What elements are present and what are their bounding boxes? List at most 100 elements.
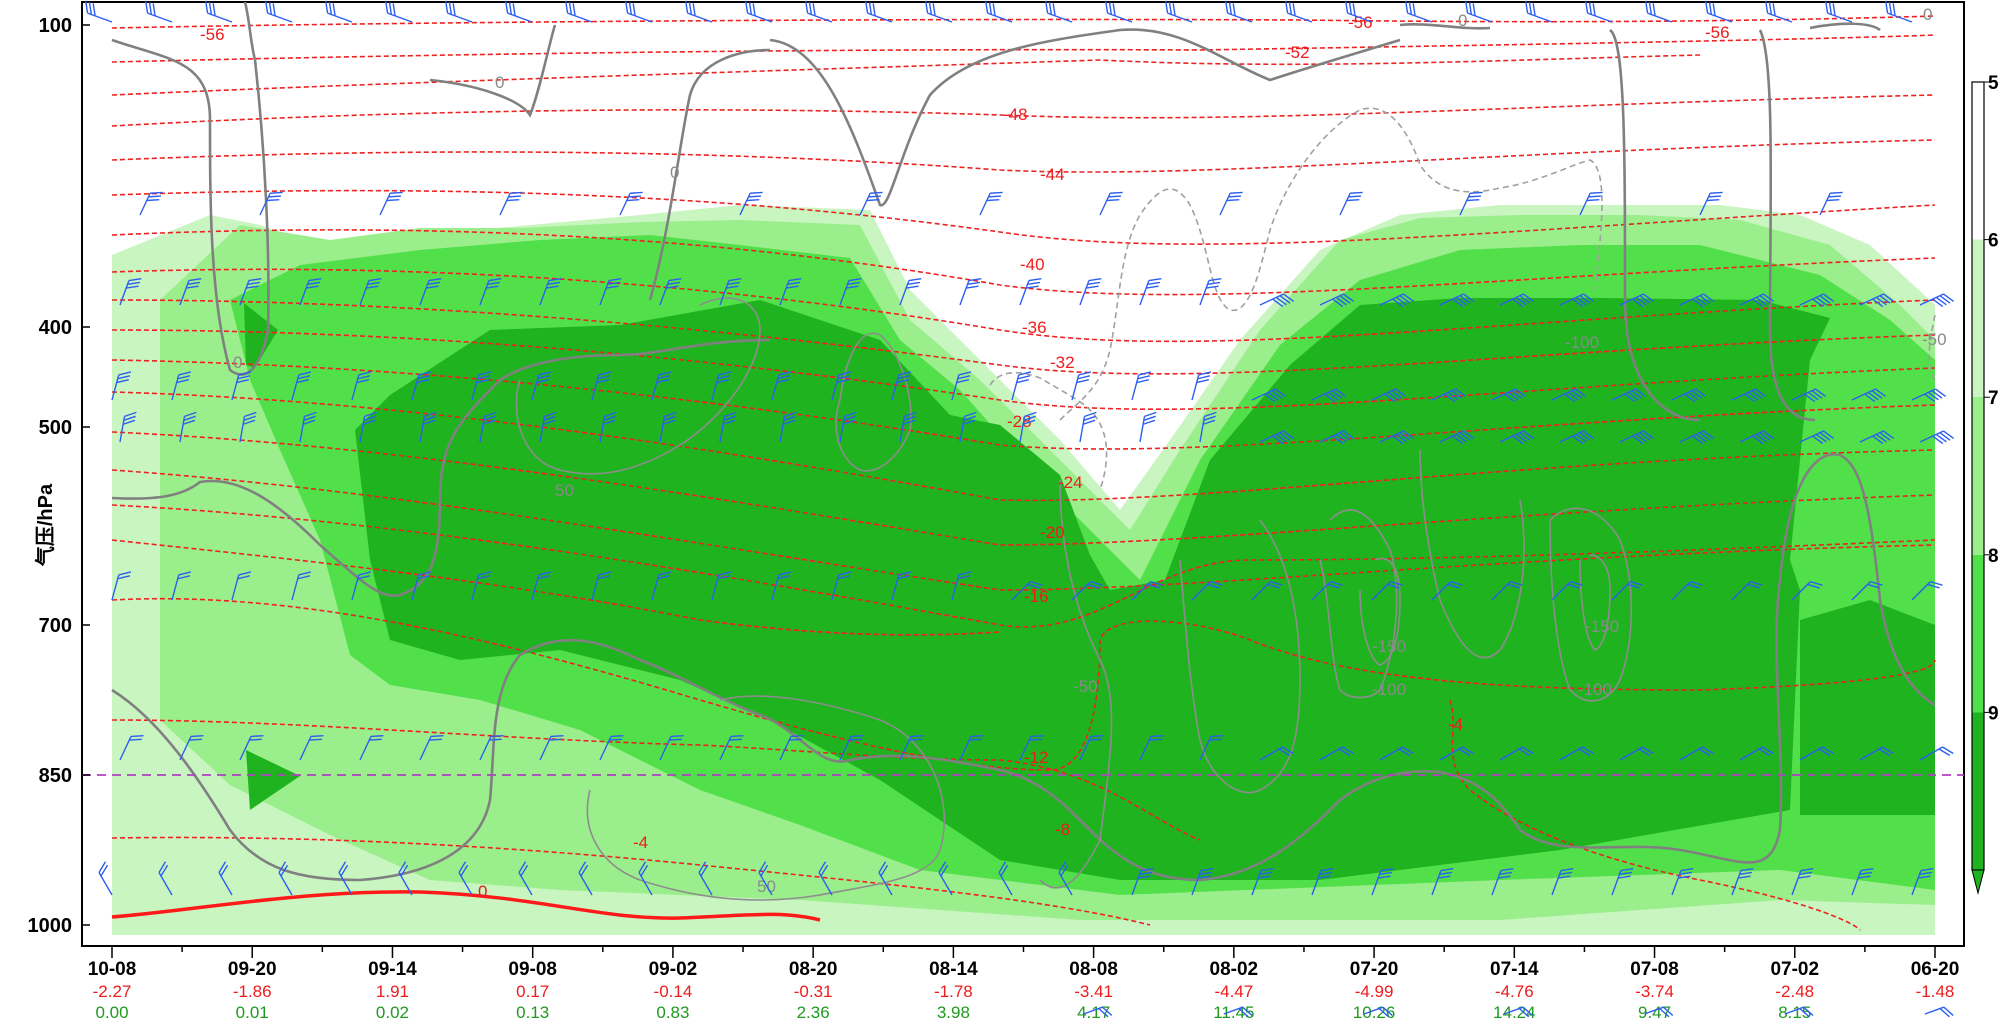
wind-barb [359,734,384,761]
wind-barb [471,571,492,601]
vv-label: -150 [1372,637,1406,656]
wind-barb [659,411,677,443]
wind-barb [1431,580,1463,601]
isotherm-label: -16 [1024,587,1049,606]
wind-barb [1044,0,1073,23]
wind-barb [719,734,744,761]
wind-barb [1644,1006,1674,1018]
wind-barb [1671,580,1703,601]
precipitation-value: 0.13 [516,1003,549,1022]
wind-barb [1439,430,1475,445]
wind-barb [938,861,953,896]
wind-barb [239,411,257,443]
surface-temperature: -1.86 [233,982,272,1001]
wind-barb [1251,580,1283,601]
wind-barb [1791,580,1823,601]
temperature-row: -2.27 -1.86 1.91 0.17 -0.14 -0.31 -1.78 -3.41 -4… [93,982,1955,1001]
wind-barb [158,861,173,896]
wind-barb [338,861,353,896]
wind-barb [1819,191,1843,216]
wind-barb [1644,0,1673,23]
vv-contour [1579,554,1611,651]
isotherm-line [111,34,1936,63]
isotherm-line [111,189,1936,245]
wind-barb [1584,0,1613,23]
vv-contour [769,28,1401,207]
wind-barb [1251,867,1274,896]
wind-barb [891,371,912,401]
wind-barb [1311,867,1334,896]
isotherm-line [111,139,1936,173]
wind-barb [1611,867,1634,896]
wind-barb [119,734,144,761]
wind-barb [259,191,283,216]
vv-contour [639,453,1936,882]
precipitation-value: 14.24 [1493,1003,1536,1022]
wind-barb [1339,191,1363,216]
vv-contour-dashed [1928,314,1936,381]
x-tick-label: 09-02 [649,959,698,980]
wind-barb [899,411,917,443]
wind-barb [1404,0,1433,23]
wind-barb [1679,746,1714,761]
wind-barb [98,861,113,896]
wind-barb [1791,388,1827,403]
wind-barb [1139,734,1164,761]
wind-barb [359,277,382,306]
wind-barb [1611,388,1647,403]
wind-barb [1319,293,1355,308]
y-tick-label: 400 [39,317,72,339]
wind-barb [1139,277,1162,306]
x-tick-label: 09-14 [368,959,417,980]
vv-label: 0 [495,73,504,92]
colorbar-tick-label: 80 [1988,546,1999,567]
wind-barb [684,0,713,23]
x-tick-label: 09-20 [228,959,277,980]
wind-barb [1199,411,1217,443]
wind-barb [518,861,533,896]
wind-barb [1019,411,1037,443]
wind-barb [1199,734,1224,761]
rh-pocket-90 [244,303,278,368]
wind-barb [1311,388,1347,403]
wind-barb [1319,430,1355,445]
surface-temperature: 0.17 [516,982,549,1001]
wind-barb [231,371,252,401]
wind-barb [1784,1006,1814,1018]
wind-barb [758,861,773,896]
isotherm-line [111,836,1151,926]
wind-barb [1099,191,1123,216]
isotherm-label: -24 [1058,473,1083,492]
vv-contour [429,24,557,118]
surface-temperature: -3.74 [1635,982,1674,1001]
wind-barb [1911,867,1934,896]
surface-temperature: -4.76 [1495,982,1534,1001]
wind-barb [171,571,192,601]
wind-barb [419,734,444,761]
wind-barb [1191,371,1212,401]
wind-barb [1499,430,1535,445]
surface-temperature: -1.48 [1916,982,1955,1001]
wind-barb [1379,746,1414,761]
colorbar-tick-label: 70 [1988,388,1999,409]
wind-barb [638,861,653,896]
wind-barb [179,734,204,761]
vv-contour [1549,507,1632,702]
precipitation-value: 9.47 [1638,1003,1671,1022]
wind-barb [719,277,742,306]
wind-barb [719,411,737,443]
wind-barb [739,191,763,216]
wind-barb [139,191,163,216]
surface-temperature: -4.99 [1355,982,1394,1001]
wind-barb [591,571,612,601]
isotherm-line [111,299,1936,375]
wind-barb [1764,0,1793,23]
wind-barb [479,411,497,443]
vv-contours-dashed [989,107,1936,491]
wind-barb [1491,867,1514,896]
wind-barb [1699,191,1723,216]
wind-barb [1491,388,1527,403]
isotherm-labels: -56 -52 -56 -56 -48 -44 -40 -36 -32 -28 … [200,13,1730,901]
wind-barb [1199,277,1222,306]
wind-barb [1464,0,1493,23]
